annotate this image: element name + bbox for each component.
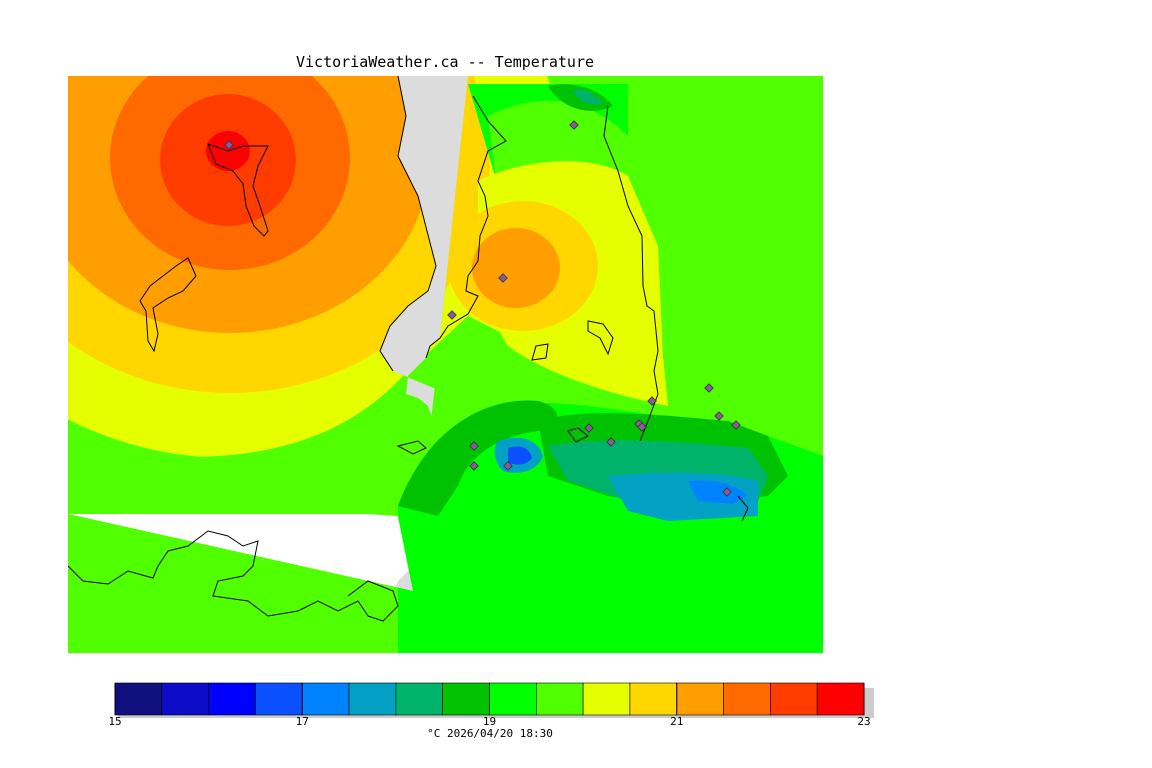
colorbar-swatch — [489, 682, 537, 716]
colorbar-tick-label: 15 — [110, 715, 122, 728]
colorbar-swatch — [348, 682, 397, 716]
colorbar-swatch — [723, 682, 771, 716]
colorbar-tick-label: 21 — [670, 715, 683, 728]
colorbar-swatch — [161, 682, 209, 716]
colorbar-swatches — [114, 682, 865, 716]
colorbar-swatch — [536, 682, 584, 716]
station-markers — [224, 120, 741, 497]
colorbar-swatch — [442, 682, 490, 716]
colorbar-swatch — [395, 682, 443, 716]
map-title: VictoriaWeather.ca -- Temperature — [295, 53, 594, 71]
colorbar-swatch — [208, 682, 256, 716]
colorbar-tick-label: 17 — [296, 715, 309, 728]
colorbar-swatch — [255, 682, 303, 716]
colorbar-ticks: 15 17 19 21 23 — [110, 683, 871, 728]
colorbar-swatch — [114, 682, 163, 716]
coastlines — [68, 76, 749, 622]
temperature-map — [68, 76, 823, 653]
colorbar-swatch — [582, 682, 631, 716]
colorbar-swatch — [629, 682, 678, 716]
temperature-colorbar: 15 17 19 21 23 — [110, 682, 874, 728]
colorbar-swatch — [676, 682, 724, 716]
colorbar-caption: °C 2026/04/20 18:30 — [427, 727, 553, 740]
colorbar-tick-label: 19 — [483, 715, 496, 728]
colorbar-swatch — [770, 682, 818, 716]
colorbar-tick-label: 23 — [857, 715, 870, 728]
temperature-contours — [68, 76, 823, 653]
colorbar-swatch — [816, 682, 865, 716]
colorbar-swatch — [301, 682, 350, 716]
